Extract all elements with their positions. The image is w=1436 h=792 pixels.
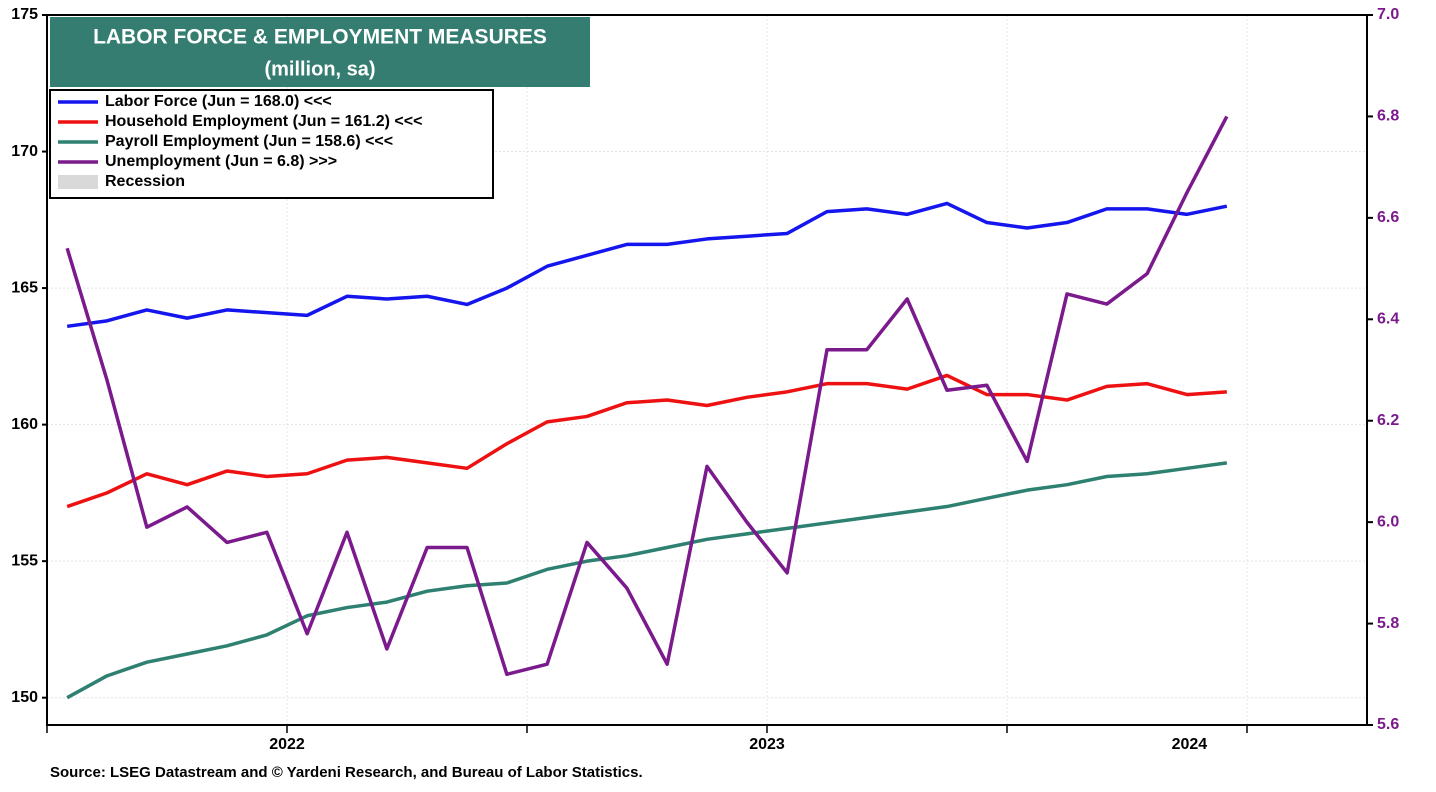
source-note: Source: LSEG Datastream and © Yardeni Re… <box>50 764 643 781</box>
series-line <box>66 373 1227 509</box>
y2-tick-label: 5.8 <box>1377 615 1399 632</box>
y-tick-label: 165 <box>11 279 38 296</box>
y2-tick-label: 6.8 <box>1377 108 1399 125</box>
chart-title: LABOR FORCE & EMPLOYMENT MEASURES <box>93 26 547 49</box>
y2-tick-label: 6.4 <box>1377 311 1399 328</box>
legend-label: Household Employment (Jun = 161.2) <<< <box>105 113 422 130</box>
series-line <box>66 461 1228 700</box>
y2-tick-label: 6.2 <box>1377 412 1399 429</box>
y-tick-label: 170 <box>11 143 38 160</box>
legend-label: Labor Force (Jun = 168.0) <<< <box>105 93 332 110</box>
legend-label: Recession <box>105 173 185 190</box>
y-tick-label: 155 <box>11 552 38 569</box>
series-line <box>66 201 1228 329</box>
y2-tick-label: 5.6 <box>1377 716 1399 733</box>
series-line <box>65 115 1229 677</box>
title-box <box>50 17 590 87</box>
y2-tick-label: 6.0 <box>1377 513 1399 530</box>
y-tick-label: 160 <box>11 416 38 433</box>
x-tick-label: 2022 <box>269 736 305 753</box>
x-tick-label: 2024 <box>1172 736 1208 753</box>
chart-subtitle: (million, sa) <box>264 58 375 80</box>
legend-swatch <box>58 175 98 189</box>
x-tick-label: 2023 <box>749 736 785 753</box>
plot-frame <box>46 14 1368 726</box>
y2-tick-label: 6.6 <box>1377 209 1399 226</box>
y-tick-label: 150 <box>11 689 38 706</box>
legend-label: Unemployment (Jun = 6.8) >>> <box>105 153 337 170</box>
y-tick-label: 175 <box>11 6 38 23</box>
legend-label: Payroll Employment (Jun = 158.6) <<< <box>105 133 393 150</box>
y2-tick-label: 7.0 <box>1377 6 1399 23</box>
legend-box <box>49 89 494 199</box>
